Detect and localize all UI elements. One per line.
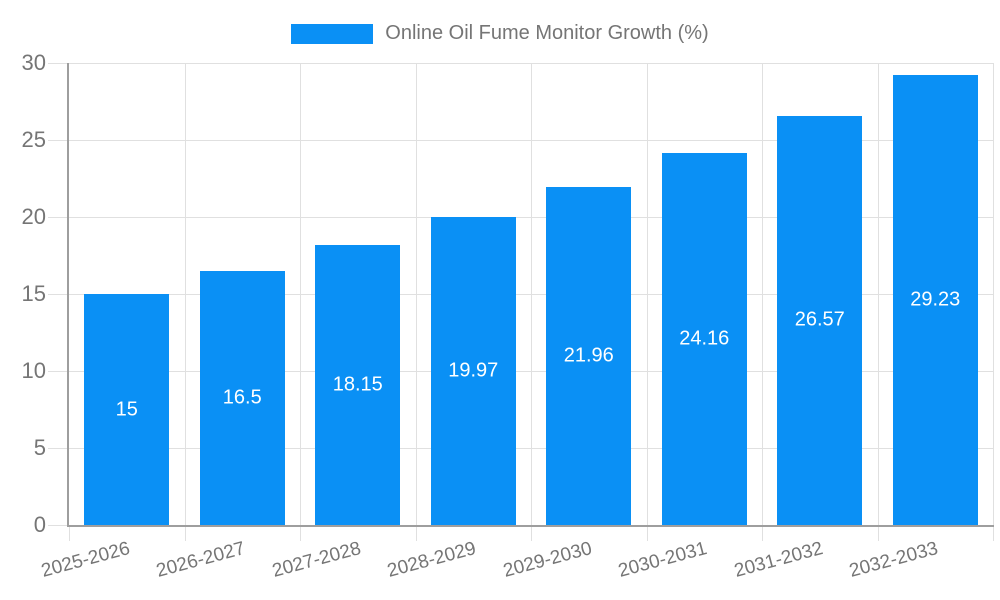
y-axis-tick [48, 217, 69, 218]
y-axis-tick [48, 371, 69, 372]
y-axis-line [67, 63, 69, 525]
x-axis-tick [415, 525, 417, 541]
y-axis-tick [48, 525, 69, 526]
bar-value-label: 18.15 [332, 373, 383, 396]
y-axis-label: 10 [21, 358, 46, 383]
y-axis-label: 25 [21, 127, 46, 152]
x-axis-label: 2032-2033 [847, 538, 941, 582]
gridline-x [646, 63, 648, 525]
bar-value-label: 15 [115, 398, 138, 420]
legend-label: Online Oil Fume Monitor Growth (%) [385, 22, 709, 44]
bar[interactable] [315, 245, 401, 525]
x-axis-label: 2028-2029 [385, 538, 479, 582]
y-axis-tick [48, 140, 69, 141]
x-axis-tick [646, 525, 648, 541]
x-axis-tick [993, 525, 994, 541]
x-axis-tick [531, 525, 532, 541]
x-axis-tick [762, 525, 763, 541]
bar[interactable] [546, 186, 632, 525]
y-axis-tick [48, 63, 69, 64]
bar-value-label: 19.97 [448, 359, 499, 382]
gridline-x [531, 63, 532, 525]
legend-swatch [291, 23, 374, 44]
y-axis-label: 5 [33, 435, 46, 460]
bar[interactable] [199, 270, 285, 525]
gridline-x [184, 63, 186, 525]
x-axis-tick [69, 525, 70, 541]
bar-value-label: 16.5 [222, 386, 262, 409]
bar-value-label: 24.16 [679, 327, 730, 350]
gridline-x [993, 63, 994, 525]
y-axis-label: 30 [21, 50, 46, 75]
bar[interactable] [777, 115, 863, 525]
x-axis-tick [877, 525, 879, 541]
bar-value-label: 29.23 [910, 288, 961, 311]
bar-value-label: 21.96 [563, 344, 614, 367]
gridline-x [415, 63, 417, 525]
y-axis-label: 15 [21, 281, 46, 306]
x-axis-baseline [67, 525, 994, 527]
x-axis-label: 2026-2027 [154, 538, 248, 582]
legend[interactable]: Online Oil Fume Monitor Growth (%) [0, 22, 1000, 45]
gridline-x [877, 63, 879, 525]
x-axis-tick [300, 525, 301, 541]
y-axis-tick [48, 448, 69, 449]
bar[interactable] [84, 294, 170, 525]
gridline-x [762, 63, 763, 525]
plot-area: 0 5 10 15 20 25 30 15 16.5 18.15 19.97 21.96 24.16 26… [22, 51, 994, 582]
bar[interactable] [430, 217, 516, 525]
y-axis-label: 20 [21, 204, 46, 229]
y-axis-tick [48, 294, 69, 295]
x-axis-label: 2025-2026 [38, 538, 133, 582]
x-axis-tick [184, 525, 186, 541]
bar[interactable] [892, 74, 978, 525]
x-axis-label: 2031-2032 [731, 538, 826, 582]
x-axis-label: 2029-2030 [500, 538, 595, 582]
y-axis-label: 0 [33, 512, 46, 537]
x-axis-label: 2027-2028 [269, 538, 364, 582]
gridline-x [300, 63, 301, 525]
x-axis-label: 2030-2031 [616, 538, 710, 582]
bar[interactable] [661, 152, 747, 525]
bar-value-label: 26.57 [794, 308, 845, 331]
